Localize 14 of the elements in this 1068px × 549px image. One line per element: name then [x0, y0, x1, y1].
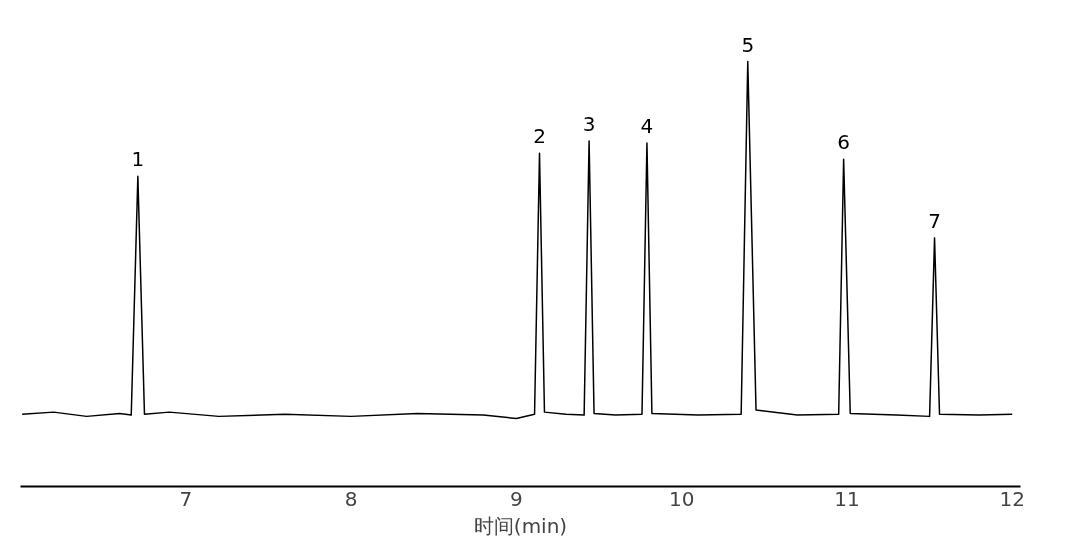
x-axis-title: 时间(min) — [473, 513, 568, 538]
annotation: 3 — [582, 111, 596, 136]
annotation: 6 — [837, 130, 851, 155]
x-tick-label: 9 — [510, 486, 523, 511]
x-tick-label: 11 — [834, 486, 860, 511]
x-tick-label: 8 — [344, 486, 358, 511]
annotation: 5 — [741, 32, 755, 57]
annotation: 4 — [640, 114, 654, 139]
annotation: 7 — [928, 208, 941, 233]
x-tick-label: 10 — [668, 486, 695, 511]
annotation: 1 — [131, 147, 145, 172]
annotation: 2 — [533, 124, 546, 149]
x-tick-label: 12 — [999, 486, 1025, 511]
x-tick-label: 7 — [179, 486, 193, 511]
